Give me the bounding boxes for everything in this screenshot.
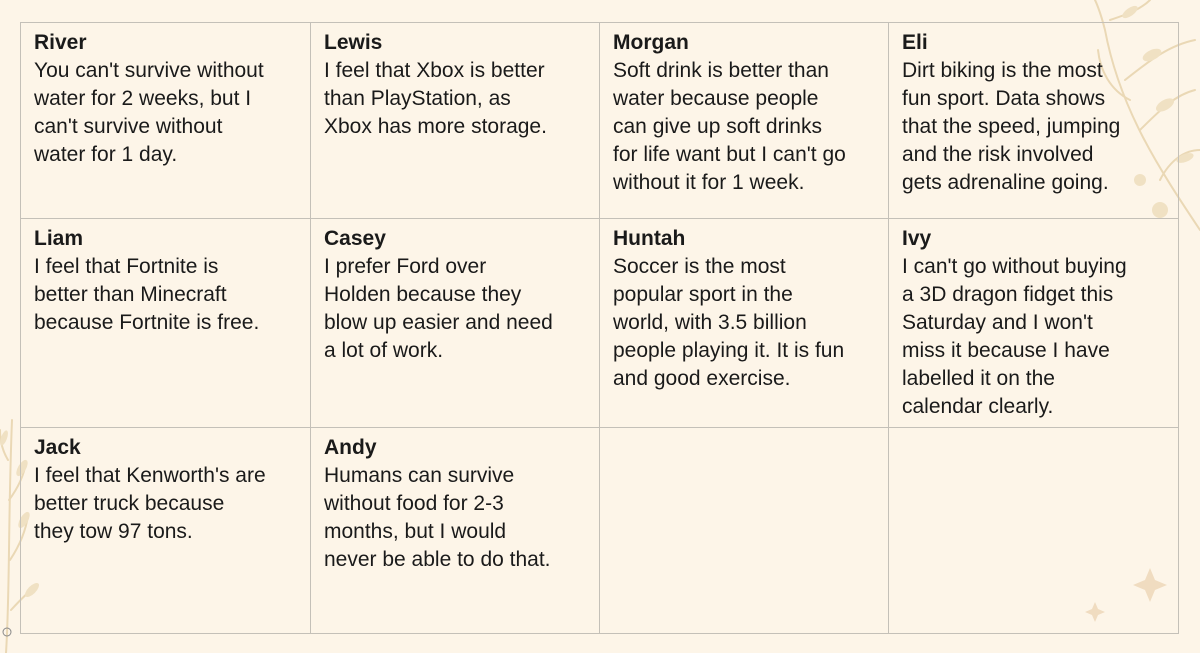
table-row: River You can't survive without water fo…	[20, 22, 1179, 219]
student-name: Liam	[34, 227, 84, 250]
statement-cell: Huntah Soccer is the most popular sport …	[599, 218, 889, 428]
empty-cell	[599, 427, 889, 634]
student-statement: Soccer is the most popular sport in the …	[613, 255, 845, 390]
statement-cell: Jack I feel that Kenworth's are better t…	[20, 427, 311, 634]
student-statement: Dirt biking is the most fun sport. Data …	[902, 59, 1121, 194]
student-statement: I can't go without buying a 3D dragon fi…	[902, 255, 1127, 418]
student-name: River	[34, 31, 87, 54]
statement-cell: Lewis I feel that Xbox is better than Pl…	[310, 22, 600, 219]
statement-cell: Casey I prefer Ford over Holden because …	[310, 218, 600, 428]
student-name: Ivy	[902, 227, 932, 250]
table-row: Jack I feel that Kenworth's are better t…	[20, 427, 1179, 634]
statement-cell: Andy Humans can survive without food for…	[310, 427, 600, 634]
statement-cell: River You can't survive without water fo…	[20, 22, 311, 219]
table-row: Liam I feel that Fortnite is better than…	[20, 218, 1179, 428]
student-name: Jack	[34, 436, 81, 459]
student-name: Morgan	[613, 31, 689, 54]
statement-cell: Morgan Soft drink is better than water b…	[599, 22, 889, 219]
student-statement: Humans can survive without food for 2-3 …	[324, 464, 551, 571]
student-statement: I feel that Kenworth's are better truck …	[34, 464, 266, 543]
student-name: Casey	[324, 227, 386, 250]
student-name: Andy	[324, 436, 377, 459]
student-statement: You can't survive without water for 2 we…	[34, 59, 264, 166]
statement-cell: Liam I feel that Fortnite is better than…	[20, 218, 311, 428]
statement-cell: Eli Dirt biking is the most fun sport. D…	[888, 22, 1179, 219]
student-name: Eli	[902, 31, 928, 54]
empty-cell	[888, 427, 1179, 634]
student-statement: I feel that Fortnite is better than Mine…	[34, 255, 260, 334]
student-name: Huntah	[613, 227, 686, 250]
student-statement: I prefer Ford over Holden because they b…	[324, 255, 553, 362]
student-statement: I feel that Xbox is better than PlayStat…	[324, 59, 547, 138]
student-statement: Soft drink is better than water because …	[613, 59, 846, 194]
statement-cell: Ivy I can't go without buying a 3D drago…	[888, 218, 1179, 428]
ring-icon	[2, 627, 12, 637]
student-name: Lewis	[324, 31, 383, 54]
student-statements-grid: River You can't survive without water fo…	[20, 22, 1179, 634]
